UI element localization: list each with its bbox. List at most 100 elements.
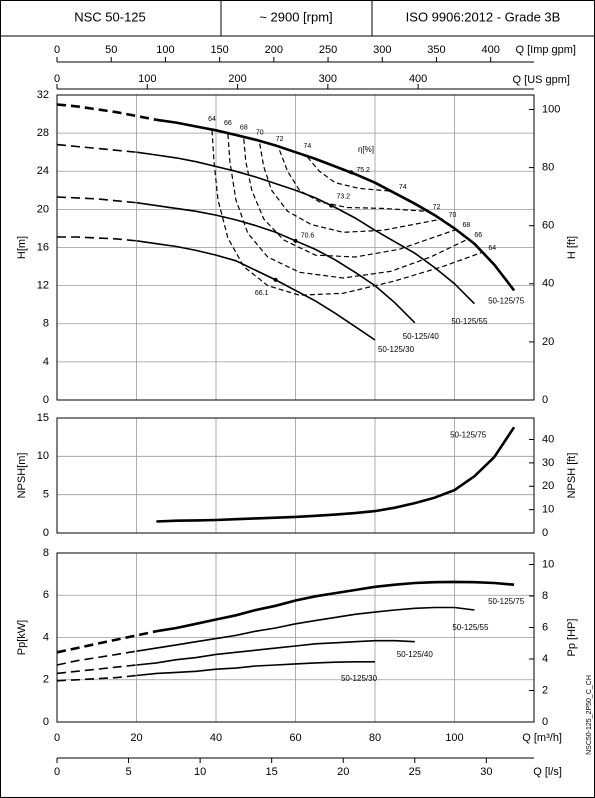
x-tick-label: 80 — [369, 732, 381, 744]
y-axis-title: Pp[kW] — [16, 620, 28, 655]
curve-dashed — [56, 143, 137, 153]
curve-label: 50-125/40 — [403, 332, 440, 341]
curve-dashed — [56, 629, 157, 654]
curve-solid — [156, 580, 515, 633]
x-tick-label: 60 — [289, 732, 301, 744]
curve-label: 50-125/55 — [451, 317, 488, 326]
y2-tick-label: 60 — [542, 220, 554, 232]
y2-tick-label: 80 — [542, 162, 554, 174]
efficiency-label: 72 — [433, 204, 441, 211]
secondary-tick-label: 5 — [125, 766, 131, 778]
efficiency-label: 68 — [462, 222, 470, 229]
curve-solid — [136, 240, 376, 341]
curve-label: 50-125/75 — [488, 297, 525, 306]
curve-solid — [136, 661, 375, 677]
curve-solid — [136, 201, 416, 324]
y2-tick-label: 2 — [542, 684, 548, 696]
curve-dashed — [56, 103, 157, 122]
secondary-tick-label: 100 — [138, 73, 156, 85]
x-tick-label: 0 — [54, 732, 60, 744]
curve-dashed — [56, 196, 137, 204]
y-tick-label: 24 — [37, 165, 49, 177]
curve-solid — [136, 151, 475, 305]
efficiency-contour — [279, 150, 427, 212]
secondary-tick-label: 300 — [373, 44, 391, 56]
efficiency-contour — [211, 130, 483, 296]
efficiency-point-label: 70.6 — [301, 233, 315, 240]
curve-label: 50-125/75 — [450, 430, 487, 439]
secondary-tick-label: 250 — [319, 44, 337, 56]
header-cell: ~ 2900 [rpm] — [259, 9, 332, 24]
secondary-tick-label: 50 — [105, 44, 117, 56]
secondary-tick-label: 20 — [337, 766, 349, 778]
y2-tick-label: 10 — [542, 558, 554, 570]
y-tick-label: 2 — [43, 674, 49, 686]
y-tick-label: 0 — [43, 716, 49, 728]
curve-solid — [156, 426, 516, 523]
y-tick-label: 32 — [37, 89, 49, 101]
y-tick-label: 4 — [43, 356, 49, 368]
y-axis-title: H[m] — [16, 236, 28, 259]
efficiency-label: 66 — [474, 232, 482, 239]
y2-tick-label: 20 — [542, 480, 554, 492]
curve-label: 50-125/30 — [341, 674, 378, 683]
x-tick-label: 40 — [210, 732, 222, 744]
side-code: NSC50-125_2P50_C_CH — [586, 675, 593, 755]
y-tick-label: 15 — [37, 412, 49, 424]
secondary-tick-label: 10 — [194, 766, 206, 778]
efficiency-point-label: 73.2 — [336, 193, 350, 200]
efficiency-contour — [306, 156, 393, 192]
secondary-tick-label: 400 — [409, 73, 427, 85]
secondary-tick-label: 25 — [409, 766, 421, 778]
secondary-tick-label: 30 — [480, 766, 492, 778]
curve-label: 50-125/55 — [452, 623, 489, 632]
efficiency-label: 70 — [256, 129, 264, 136]
y2-tick-label: 10 — [542, 504, 554, 516]
x-axis-title: Q [m³/h] — [522, 732, 562, 744]
efficiency-contour — [259, 143, 443, 233]
secondary-axis-title: Q [Imp gpm] — [515, 44, 576, 56]
y2-tick-label: 30 — [542, 457, 554, 469]
secondary-tick-label: 200 — [265, 44, 283, 56]
x-tick-label: 20 — [130, 732, 142, 744]
secondary-tick-label: 300 — [319, 73, 337, 85]
y-tick-label: 16 — [37, 241, 49, 253]
plot-frame — [56, 94, 535, 401]
y2-tick-label: 0 — [542, 527, 548, 539]
efficiency-label: 70 — [449, 212, 457, 219]
efficiency-contour — [243, 138, 457, 258]
efficiency-label: 66 — [224, 120, 232, 127]
efficiency-title: η[%] — [358, 145, 374, 154]
curve-label: 50-125/30 — [378, 345, 415, 354]
y-tick-label: 0 — [43, 527, 49, 539]
secondary-tick-label: 200 — [228, 73, 246, 85]
efficiency-contour — [227, 134, 469, 279]
secondary-tick-label: 100 — [156, 44, 174, 56]
y-tick-label: 8 — [43, 318, 49, 330]
y2-axis-title: Pp [HP] — [566, 619, 578, 657]
curve-solid — [156, 118, 516, 292]
curve-label: 50-125/75 — [488, 597, 525, 606]
efficiency-label: 64 — [488, 245, 496, 252]
x-tick-label: 100 — [445, 732, 463, 744]
secondary-tick-label: 400 — [482, 44, 500, 56]
header-cell: NSC 50-125 — [74, 9, 146, 24]
plot-frame — [56, 417, 535, 534]
efficiency-label: 74 — [304, 143, 312, 150]
y2-axis-title: H [ft] — [566, 236, 578, 259]
y-tick-label: 5 — [43, 489, 49, 501]
y-tick-label: 12 — [37, 280, 49, 292]
y-tick-label: 4 — [43, 631, 49, 643]
y-axis-title: NPSH[m] — [16, 453, 28, 499]
y-tick-label: 8 — [43, 547, 49, 559]
y-tick-label: 6 — [43, 589, 49, 601]
secondary-tick-label: 15 — [266, 766, 278, 778]
efficiency-point-label: 66.1 — [255, 290, 269, 297]
secondary-tick-label: 0 — [54, 44, 60, 56]
y-tick-label: 10 — [37, 450, 49, 462]
efficiency-label: 68 — [240, 125, 248, 132]
secondary-axis-title: Q [l/s] — [533, 766, 562, 778]
curve-dashed — [57, 236, 137, 242]
